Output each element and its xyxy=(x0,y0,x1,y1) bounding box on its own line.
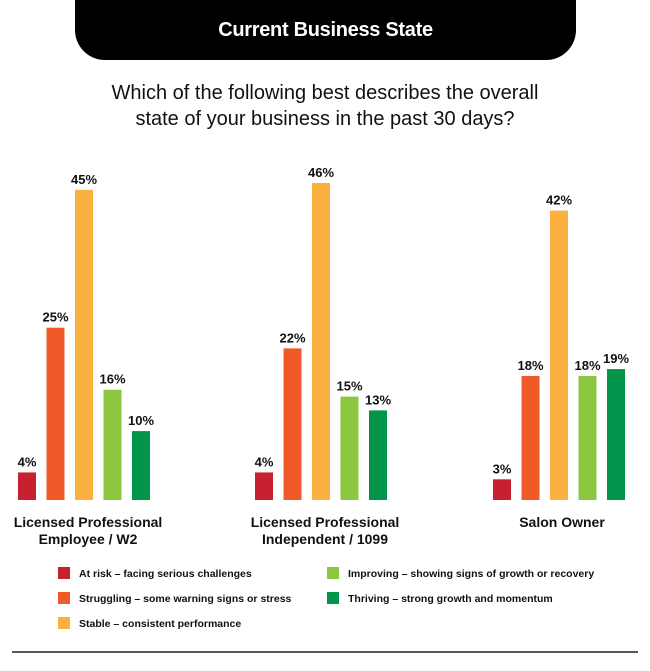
title-banner: Current Business State xyxy=(75,0,576,60)
bar-value-label: 4% xyxy=(18,454,37,469)
bar-value-label: 22% xyxy=(279,330,305,345)
bar-s2-g1 xyxy=(312,183,330,500)
question-line-1: Which of the following best describes th… xyxy=(111,82,539,104)
legend-swatch xyxy=(327,592,339,604)
legend-swatch xyxy=(58,617,70,629)
legend-swatch xyxy=(58,567,70,579)
bar-value-label: 16% xyxy=(99,372,125,387)
bar-value-label: 13% xyxy=(365,392,391,407)
legend-label: At risk – facing serious challenges xyxy=(79,568,252,580)
bar-s3-g0 xyxy=(103,389,122,500)
bar-s2-g0 xyxy=(75,189,93,501)
bar-value-label: 3% xyxy=(493,461,512,476)
category-label: Salon Owner xyxy=(519,514,605,530)
bar-s0-g0 xyxy=(18,472,36,500)
chart-title: Current Business State xyxy=(218,18,433,41)
bar-value-label: 19% xyxy=(603,351,629,366)
bar-value-label: 15% xyxy=(336,379,362,394)
bar-s1-g0 xyxy=(46,327,65,500)
bar-s1-g1 xyxy=(283,348,302,500)
bar-value-label: 25% xyxy=(42,310,68,325)
question-text: Which of the following best describes th… xyxy=(60,80,590,132)
category-label: Licensed Professional xyxy=(14,514,163,530)
category-label: Independent / 1099 xyxy=(262,531,388,547)
bar-s1-g2 xyxy=(521,375,540,500)
legend-swatch xyxy=(58,592,70,604)
bar-value-label: 4% xyxy=(255,454,274,469)
legend-label: Improving – showing signs of growth or r… xyxy=(348,568,594,580)
bar-value-label: 18% xyxy=(574,358,600,373)
category-label: Licensed Professional xyxy=(251,514,400,530)
legend-label: Struggling – some warning signs or stres… xyxy=(79,593,292,605)
bar-s3-g1 xyxy=(340,396,359,500)
bar-s4-g2 xyxy=(607,369,625,500)
bar-s2-g2 xyxy=(550,210,568,500)
bar-value-label: 46% xyxy=(308,165,334,180)
legend-label: Thriving – strong growth and momentum xyxy=(348,593,553,605)
legend-swatch xyxy=(327,567,339,579)
bar-value-label: 10% xyxy=(128,413,154,428)
bar-s0-g2 xyxy=(493,479,511,500)
bar-value-label: 45% xyxy=(71,172,97,187)
bar-value-label: 42% xyxy=(546,193,572,208)
bar-value-label: 18% xyxy=(517,358,543,373)
bars-layer: 4% 4% 3% 25% 22% 18% 45% 46% 42% 16% 15% 18% 10% 13% 1… xyxy=(18,165,629,501)
bar-s4-g1 xyxy=(369,410,387,500)
bar-s3-g2 xyxy=(578,375,597,500)
legend-label: Stable – consistent performance xyxy=(79,618,241,630)
legend: At risk – facing serious challenges Strug… xyxy=(58,567,594,630)
question-line-2: state of your business in the past 30 da… xyxy=(135,108,515,130)
bar-s4-g0 xyxy=(132,431,150,500)
bar-s0-g1 xyxy=(255,472,273,500)
category-label: Employee / W2 xyxy=(39,531,138,547)
